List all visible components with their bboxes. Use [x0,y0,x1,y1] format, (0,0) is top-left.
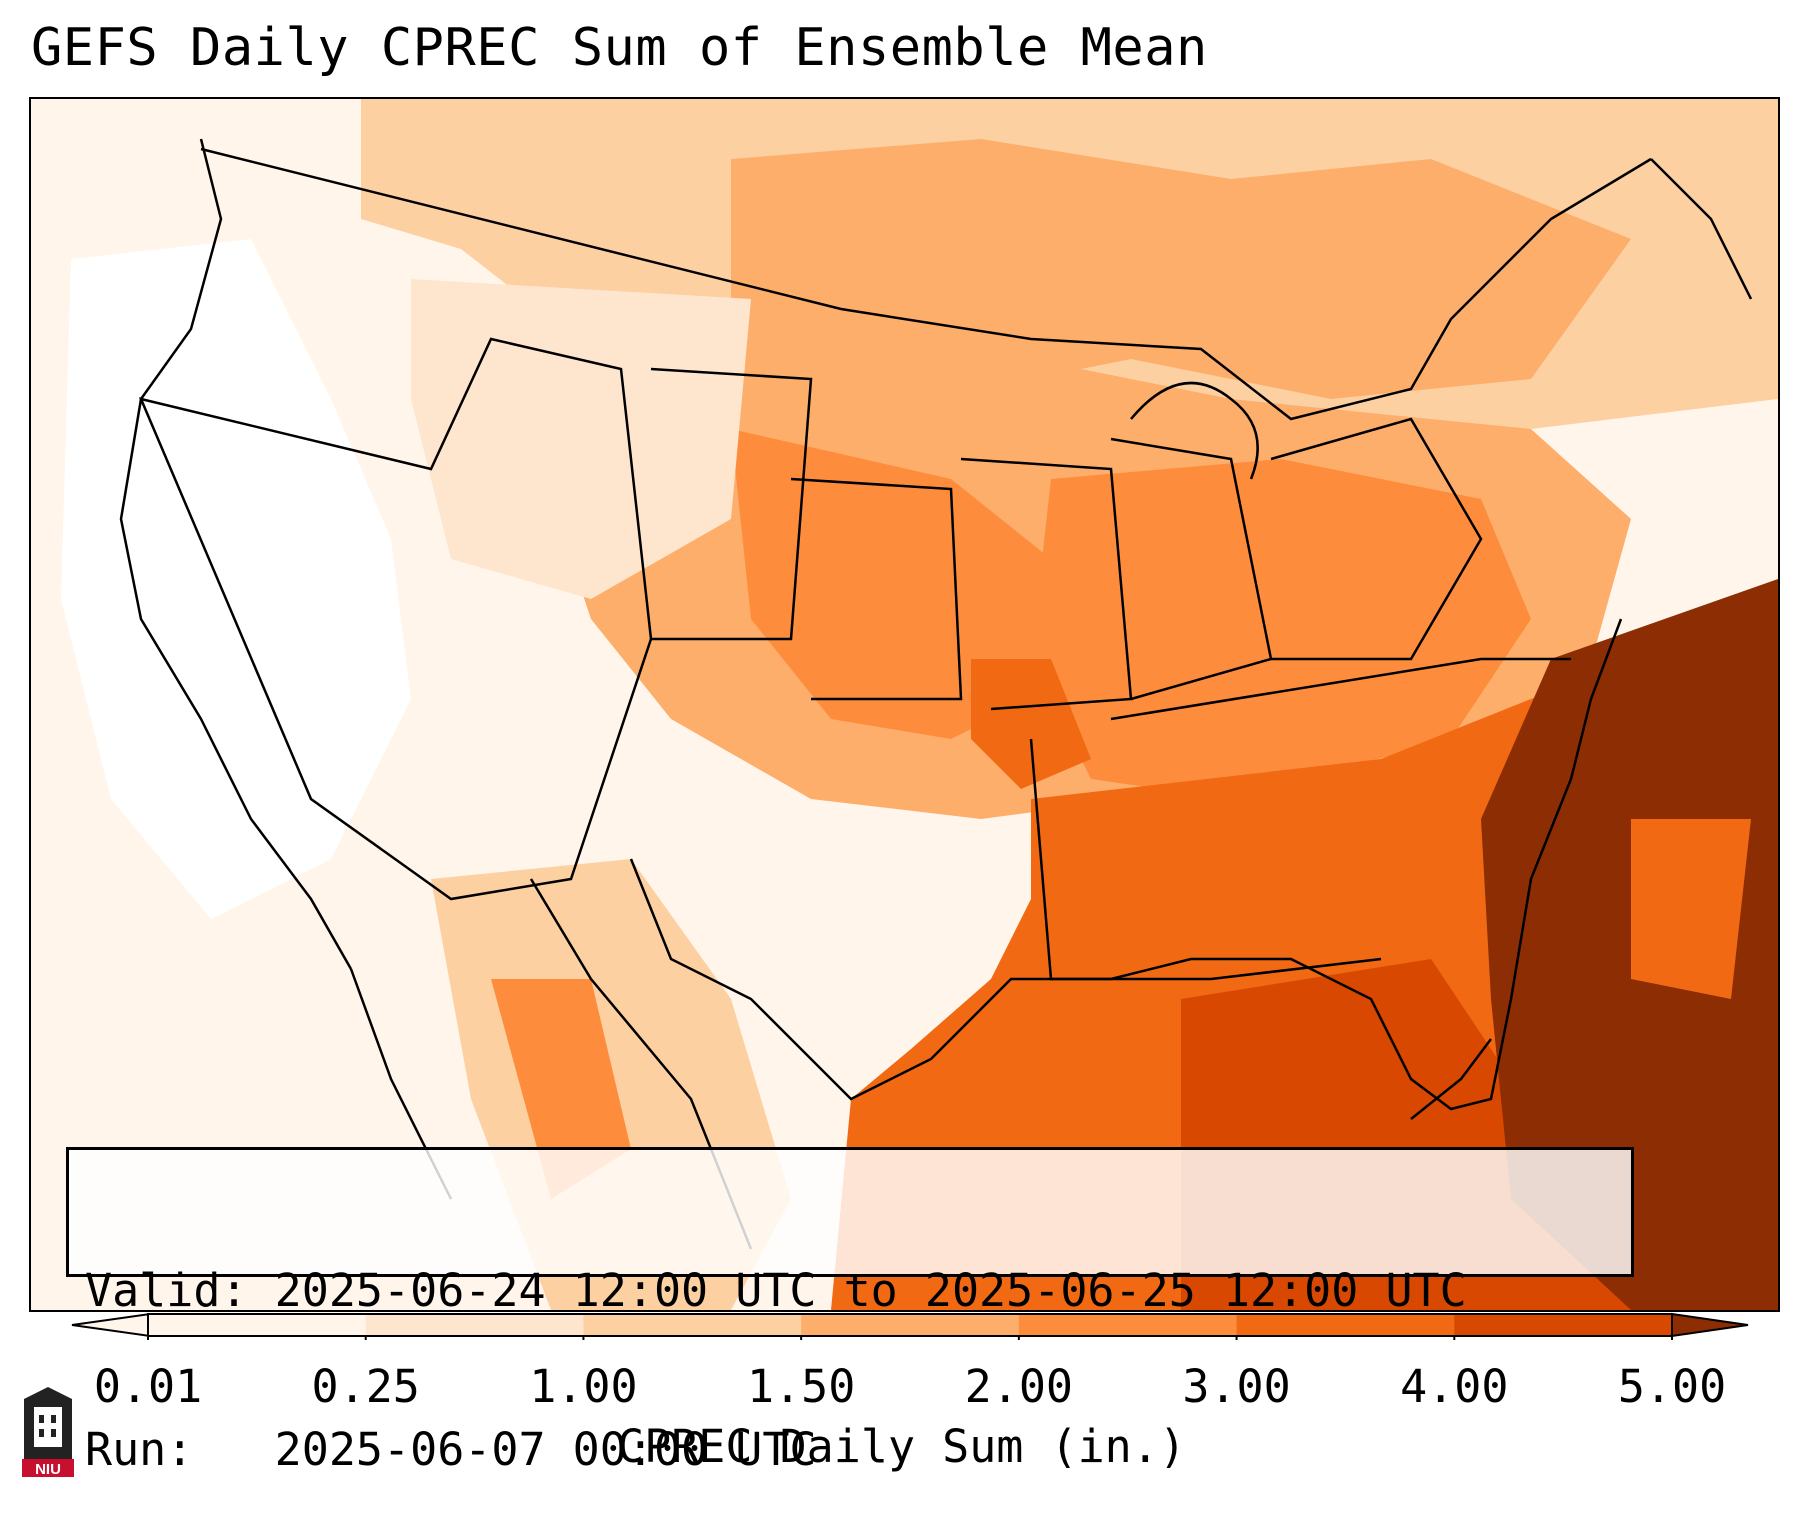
kansas-outline [790,477,963,701]
gulf-states-outline [1029,738,1382,981]
iowa-missouri-outline [960,457,1133,711]
colorbar-tick-label: 2.00 [964,1360,1074,1413]
precipitation-map [29,97,1780,1312]
logo-text: NIU [35,1461,61,1478]
ohio-pennsylvania-outline [1270,417,1483,661]
colorbar-tick-label: 1.00 [529,1360,638,1413]
colorbar-segment [148,1314,367,1336]
colorbar-tick-label: 0.01 [93,1360,203,1413]
colorbar-tick-label: 3.00 [1182,1360,1291,1413]
colorbar-segment [1236,1314,1455,1336]
great-lakes-outline [1130,381,1259,480]
tennessee-nc-line [1110,657,1571,721]
colorbar-outline [147,1313,1673,1337]
map-canvas [31,99,1778,1310]
colorbar-tick-label: 1.50 [746,1360,856,1413]
colorbar-extend-low [71,1312,151,1338]
colorbar-segment [1018,1314,1238,1336]
colorbar-extend-high [1671,1312,1749,1338]
precip-field-sierra-madre [491,979,631,1199]
northern-border [200,147,1652,421]
wyoming-colorado-outline [650,367,813,641]
logo-banner [22,1459,74,1477]
valid-run-info-box: Valid: 2025-06-24 12:00 UTC to 2025-06-2… [66,1147,1634,1476]
valid-value: 2025-06-24 12:00 UTC to 2025-06-25 12:00… [274,1264,1467,1317]
colorbar-segment [365,1314,584,1336]
new-england-coast [1650,158,1753,300]
precip-field-dry-west [61,239,411,919]
niu-logo: NIU [22,1387,74,1478]
precip-field-north-mid [731,139,1631,399]
run-label: Run: [85,1423,194,1476]
logo-building [34,1407,62,1447]
valid-label: Valid: [85,1264,248,1317]
precip-field-ohio-valley [1031,459,1531,799]
illinois-indiana-outline [1110,437,1273,701]
colorbar-tick-label: 5.00 [1617,1360,1727,1413]
precip-field-missouri [971,659,1091,789]
colorbar-tick-label: 0.25 [311,1360,420,1413]
map-title: GEFS Daily CPREC Sum of Ensemble Mean [31,18,1208,78]
precip-field-atlantic-minimum [1631,819,1751,999]
run-value: 2025-06-07 00:00 UTC [274,1423,817,1476]
colorbar [71,1312,1749,1340]
run-line: Run: 2025-06-07 00:00 UTC [85,1423,1631,1476]
colorbar-segment [1454,1314,1673,1336]
valid-line: Valid: 2025-06-24 12:00 UTC to 2025-06-2… [85,1264,1631,1317]
precip-field-rockies [411,279,751,599]
gulf-atlantic-coastline [629,618,1623,1111]
florida-peninsula [1410,1038,1492,1120]
colorbar-tick-label: 4.00 [1400,1360,1509,1413]
colorbar-segment [583,1314,802,1336]
west-coastline [119,138,353,970]
colorbar-label: CPREC Daily Sum (in.) [617,1420,1186,1473]
colorbar-segment [801,1314,1020,1336]
precip-field-atlantic-max [1481,579,1778,1310]
